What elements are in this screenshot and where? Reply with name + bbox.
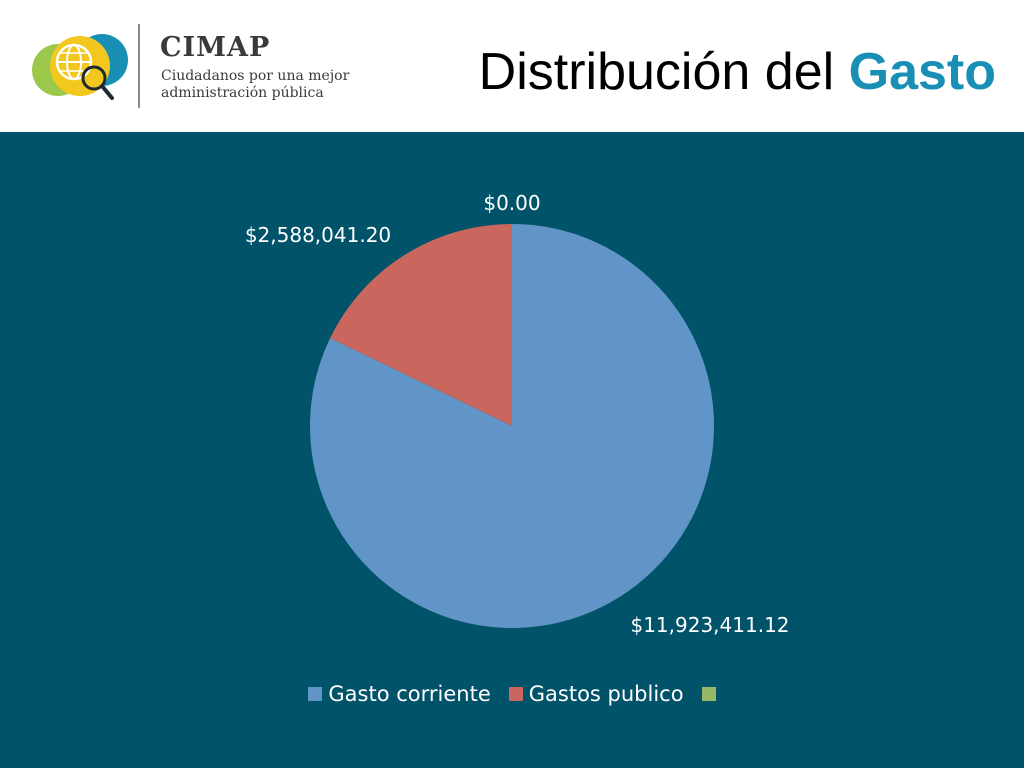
header-divider (138, 24, 140, 108)
chart-panel: $11,923,411.12 $2,588,041.20 $0.00 Gasto c… (0, 132, 1024, 768)
brand-tagline: Ciudadanos por una mejor administración … (161, 68, 350, 101)
title-highlight: Gasto (848, 43, 996, 101)
chart-legend: Gasto corriente Gastos publico (0, 682, 1024, 706)
legend-label-1: Gasto corriente (328, 682, 491, 706)
legend-swatch-1 (308, 687, 323, 701)
legend-swatch-3 (701, 687, 716, 701)
legend-label-2: Gastos publico (528, 682, 684, 706)
legend-swatch-2 (508, 687, 523, 701)
legend-item-1: Gasto corriente (308, 682, 491, 706)
data-label-1: $11,923,411.12 (630, 613, 789, 637)
header: CIMAP Ciudadanos por una mejor administr… (0, 0, 1024, 132)
legend-item-2: Gastos publico (508, 682, 684, 706)
legend-item-3 (701, 687, 716, 701)
data-label-2: $2,588,041.20 (245, 223, 391, 247)
page-title: Distribución del Gasto (479, 42, 996, 102)
pie-slice-2 (330, 224, 512, 426)
cimap-logo (32, 34, 128, 100)
pie-chart: $11,923,411.12 $2,588,041.20 $0.00 (245, 191, 790, 637)
brand-name: CIMAP (160, 32, 271, 63)
title-text: Distribución del (478, 43, 849, 101)
data-label-3: $0.00 (483, 191, 540, 215)
